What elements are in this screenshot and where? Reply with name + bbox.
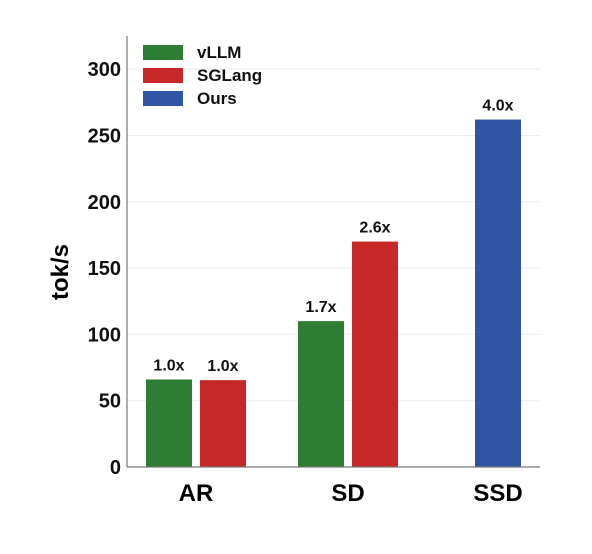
- data-label: 1.7x: [305, 299, 336, 316]
- data-label: 1.0x: [207, 358, 238, 375]
- y-tick-label: 100: [88, 324, 121, 346]
- legend-label: vLLM: [197, 43, 241, 62]
- bar-sglang-ar: [200, 380, 246, 467]
- x-tick-label: AR: [179, 480, 214, 507]
- bar-ours-ssd: [475, 119, 521, 467]
- data-labels: 1.0x 1.0x 1.7x 2.6x 4.0x: [153, 98, 513, 376]
- y-tick-label: 200: [88, 192, 121, 214]
- data-label: 4.0x: [482, 98, 513, 115]
- y-tick-label: 0: [110, 457, 121, 479]
- data-label: 1.0x: [153, 357, 184, 374]
- data-label: 2.6x: [359, 220, 390, 237]
- y-tick-label: 50: [99, 391, 121, 413]
- grid-lines: [127, 68, 540, 402]
- bar-vllm-ar: [146, 379, 192, 467]
- legend-swatch: [143, 45, 183, 60]
- x-tick-label: SD: [331, 480, 364, 507]
- bar-vllm-sd: [298, 321, 344, 467]
- y-tick-label: 300: [88, 59, 121, 81]
- legend-swatch: [143, 68, 183, 83]
- legend-swatch: [143, 91, 183, 106]
- legend: vLLM SGLang Ours: [143, 43, 262, 108]
- x-tick-label: SSD: [473, 480, 522, 507]
- y-tick-label: 250: [88, 125, 121, 147]
- legend-label: SGLang: [197, 66, 262, 85]
- y-axis-title: tok/s: [47, 244, 74, 300]
- legend-label: Ours: [197, 89, 237, 108]
- bar-sglang-sd: [352, 241, 398, 467]
- axes: 0 50 100 150 200 250 300 AR SD SSD: [88, 36, 540, 507]
- y-tick-label: 150: [88, 258, 121, 280]
- bars: [146, 119, 521, 467]
